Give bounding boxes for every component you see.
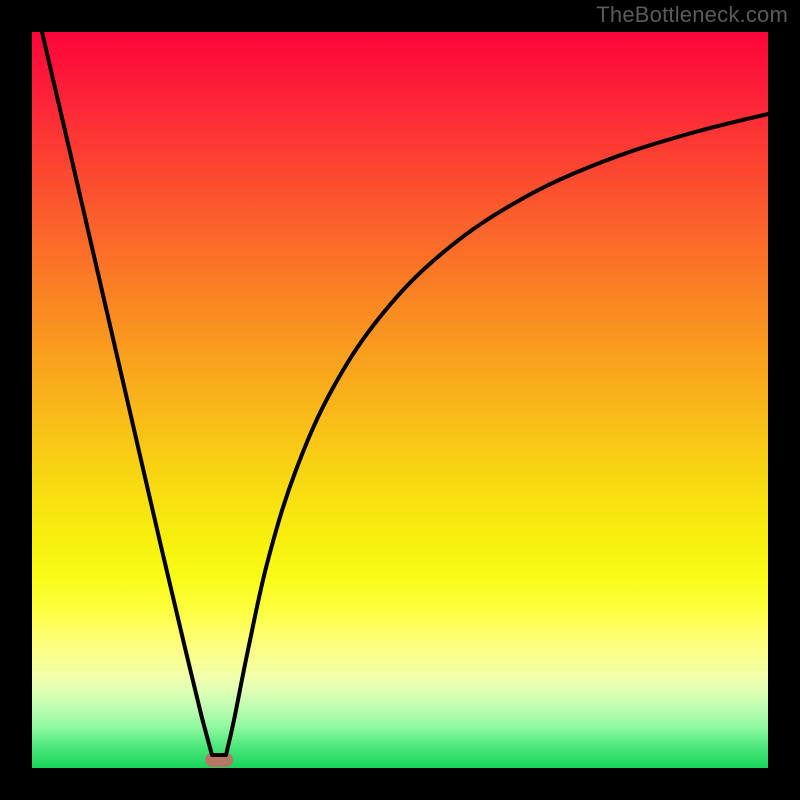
- chart-canvas: TheBottleneck.com: [0, 0, 800, 800]
- bottleneck-chart: [0, 0, 800, 800]
- watermark-text: TheBottleneck.com: [596, 2, 788, 28]
